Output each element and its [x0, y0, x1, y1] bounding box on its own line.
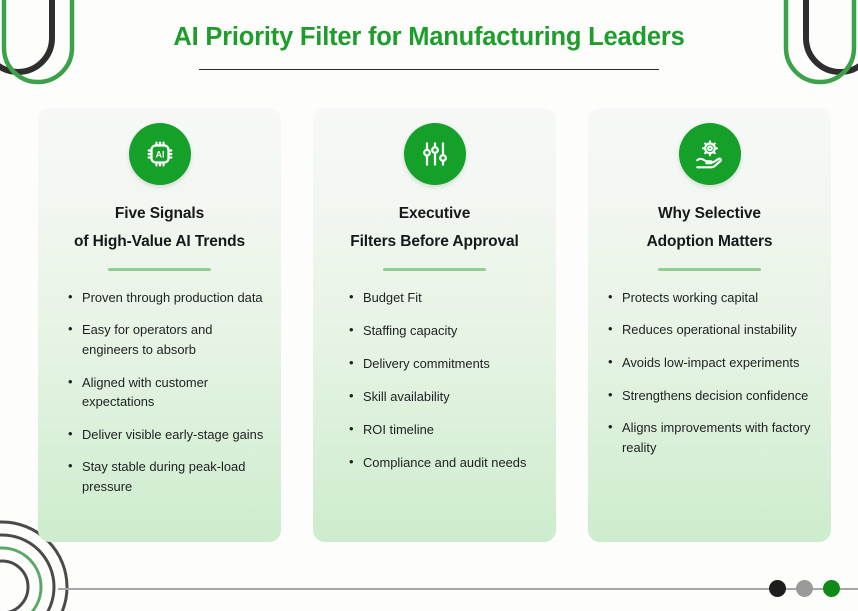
heading-underline [383, 268, 486, 271]
ai-chip-icon-badge: AI [128, 123, 191, 185]
list-item: Strengthens decision confidence [608, 385, 817, 406]
ai-chip-icon: AI [147, 141, 172, 167]
list-item: Easy for operators and engineers to abso… [68, 319, 267, 359]
card-heading-line2: Filters Before Approval [350, 233, 519, 251]
hand-holding-gear-icon-badge [678, 123, 741, 185]
list-item: Aligns improvements with factory reality [608, 417, 817, 457]
card-heading-line1: Five Signals [114, 205, 205, 222]
list-item: Budget Fit [349, 287, 542, 308]
sliders-filter-icon [422, 142, 447, 166]
card-executive-filters[interactable]: Executive Filters Before Approval Budget… [313, 108, 556, 542]
heading-underline [658, 268, 761, 271]
card-heading-line2: Adoption Matters [646, 233, 773, 251]
card-row: AI Five Signals of High-Value AI Trends … [38, 108, 831, 542]
title-underline [199, 68, 659, 71]
pagination-dots[interactable] [769, 580, 840, 597]
card-heading-line1: Executive [398, 205, 471, 222]
hand-holding-gear-icon [695, 140, 722, 169]
sliders-filter-icon-badge [403, 123, 466, 185]
list-item: Delivery commitments [349, 353, 542, 374]
list-item: Reduces operational instability [608, 319, 817, 340]
list-item: ROI timeline [349, 419, 542, 440]
list-item: Deliver visible early-stage gains [68, 424, 267, 445]
list-item: Avoids low-impact experiments [608, 352, 817, 373]
bullet-list: Protects working capital Reduces operati… [602, 287, 817, 458]
svg-text:AI: AI [155, 150, 164, 160]
pagination-dot-1[interactable] [769, 580, 786, 597]
list-item: Staffing capacity [349, 320, 542, 341]
header: AI Priority Filter for Manufacturing Lea… [0, 22, 858, 71]
pagination-dot-3[interactable] [823, 580, 840, 597]
list-item: Skill availability [349, 386, 542, 407]
pagination-dot-2[interactable] [796, 580, 813, 597]
card-heading-line2: of High-Value AI Trends [73, 233, 246, 251]
list-item: Proven through production data [68, 287, 267, 308]
page-title: AI Priority Filter for Manufacturing Lea… [173, 23, 685, 51]
footer-divider [58, 588, 858, 590]
card-heading: Why Selective Adoption Matters [602, 200, 817, 256]
list-item: Protects working capital [608, 287, 817, 308]
bullet-list: Proven through production data Easy for … [52, 287, 267, 497]
list-item: Compliance and audit needs [349, 452, 542, 473]
card-heading: Executive Filters Before Approval [327, 200, 542, 256]
card-five-signals[interactable]: AI Five Signals of High-Value AI Trends … [38, 108, 281, 542]
list-item: Aligned with customer expectations [68, 372, 267, 412]
card-heading-line1: Why Selective [658, 205, 761, 222]
bullet-list: Budget Fit Staffing capacity Delivery co… [327, 287, 542, 473]
list-item: Stay stable during peak-load pressure [68, 456, 267, 496]
card-heading: Five Signals of High-Value AI Trends [52, 200, 267, 256]
heading-underline [108, 268, 211, 271]
card-why-selective[interactable]: Why Selective Adoption Matters Protects … [588, 108, 831, 542]
